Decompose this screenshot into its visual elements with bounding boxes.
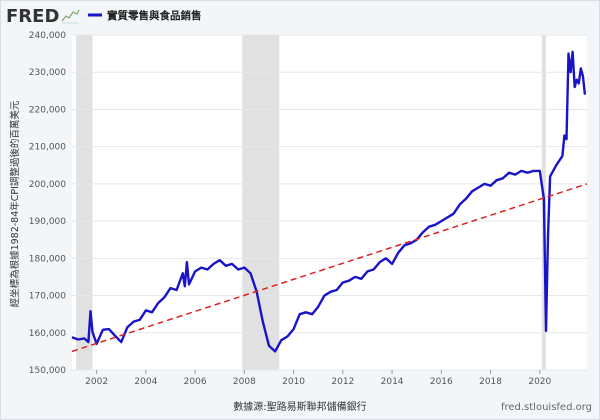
y-tick-label: 230,000: [29, 68, 66, 78]
grid-lines: [72, 34, 587, 371]
y-axis-title: 經坐標為根據1982-84年CPI調整過後的百萬美元: [9, 100, 21, 307]
y-tick-label: 190,000: [29, 217, 66, 227]
y-tick-label: 150,000: [29, 366, 66, 376]
y-tick-label: 180,000: [29, 254, 66, 264]
x-tick-label: 2004: [134, 377, 157, 387]
y-tick-label: 210,000: [29, 143, 66, 153]
trend-line-dashed: [71, 183, 588, 353]
x-tick-label: 2018: [479, 377, 502, 387]
footer-url[interactable]: fred.stlouisfed.org: [501, 402, 592, 413]
y-tick-label: 170,000: [29, 292, 66, 302]
footer-source: 數據源:聖路易斯聯邦儲備銀行: [233, 400, 366, 413]
x-tick-label: 2010: [282, 377, 305, 387]
x-tick-label: 2020: [528, 377, 551, 387]
x-tick-label: 2014: [381, 377, 404, 387]
plot-area: [72, 35, 587, 370]
y-axis-ticks: 150,000 160,000 170,000 180,000 190,000 200,0…: [29, 31, 66, 376]
y-tick-label: 200,000: [29, 180, 66, 190]
y-tick-label: 220,000: [29, 105, 66, 115]
brand-logo-text: FRED: [6, 6, 59, 27]
series-layer: [71, 50, 588, 353]
x-tick-label: 2006: [184, 377, 207, 387]
header: FRED 實質零售與食品銷售: [6, 6, 202, 27]
x-tick-label: 2002: [85, 377, 108, 387]
y-tick-label: 240,000: [29, 31, 66, 41]
x-axis-ticks: 2002 2004 2006 2008 2010 2012 2014 2016 2018 2020: [85, 370, 552, 387]
legend-label: 實質零售與食品銷售: [107, 9, 202, 22]
y-tick-label: 160,000: [29, 329, 66, 339]
recession-band-1: [242, 35, 280, 370]
x-tick-label: 2012: [331, 377, 354, 387]
series-line-retail-sales: [71, 50, 587, 353]
x-tick-label: 2016: [430, 377, 453, 387]
recession-band-0: [76, 35, 93, 370]
fred-sparkline-icon: [61, 9, 80, 24]
x-tick-label: 2008: [233, 377, 256, 387]
